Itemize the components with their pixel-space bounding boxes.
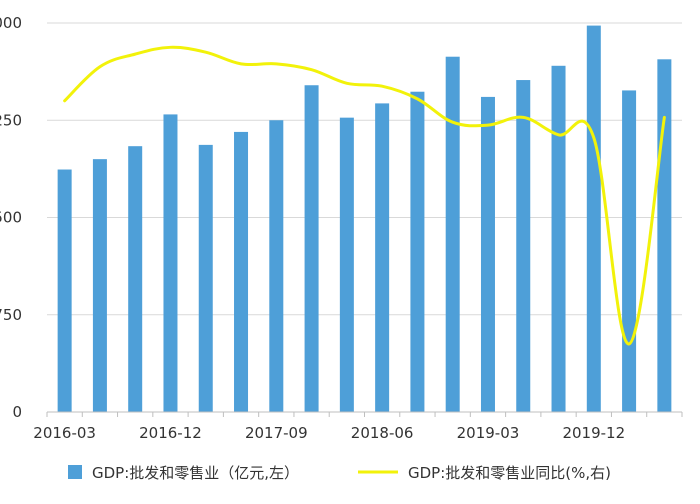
- x-tick-label: 2016-12: [139, 424, 202, 442]
- bar: [410, 91, 425, 413]
- bar: [657, 59, 672, 412]
- bar: [516, 80, 531, 412]
- bar: [92, 159, 107, 412]
- bar: [163, 114, 178, 412]
- bar: [57, 169, 72, 412]
- line-series-yoy: [63, 45, 666, 346]
- bar: [480, 96, 495, 412]
- bar: [586, 25, 601, 413]
- bar: [551, 65, 566, 412]
- x-tick-label: 2018-06: [351, 424, 414, 442]
- x-tick-label: 2019-03: [457, 424, 520, 442]
- bar: [234, 131, 249, 413]
- y-tick-label: 0: [12, 403, 22, 421]
- legend: GDP:批发和零售业（亿元,左） GDP:批发和零售业同比(%,右): [68, 464, 611, 482]
- legend-label-bar: GDP:批发和零售业（亿元,左）: [92, 464, 299, 482]
- x-tick-label: 2016-03: [33, 424, 96, 442]
- bar: [375, 103, 390, 412]
- y-tick-label: 500: [0, 209, 22, 227]
- legend-label-line: GDP:批发和零售业同比(%,右): [408, 464, 611, 482]
- y-tick-label: 000: [0, 14, 22, 32]
- x-tick-label: 2019-12: [562, 424, 625, 442]
- y-tick-label: 750: [0, 306, 22, 324]
- bar: [269, 120, 284, 412]
- bar: [304, 85, 319, 413]
- bar: [339, 117, 354, 412]
- legend-swatch-bar: [68, 465, 82, 479]
- bar: [445, 56, 460, 413]
- x-tick-label: 2017-09: [245, 424, 308, 442]
- y-tick-label: 250: [0, 111, 22, 129]
- bar: [622, 90, 637, 412]
- bar: [198, 144, 213, 413]
- bar: [128, 146, 143, 412]
